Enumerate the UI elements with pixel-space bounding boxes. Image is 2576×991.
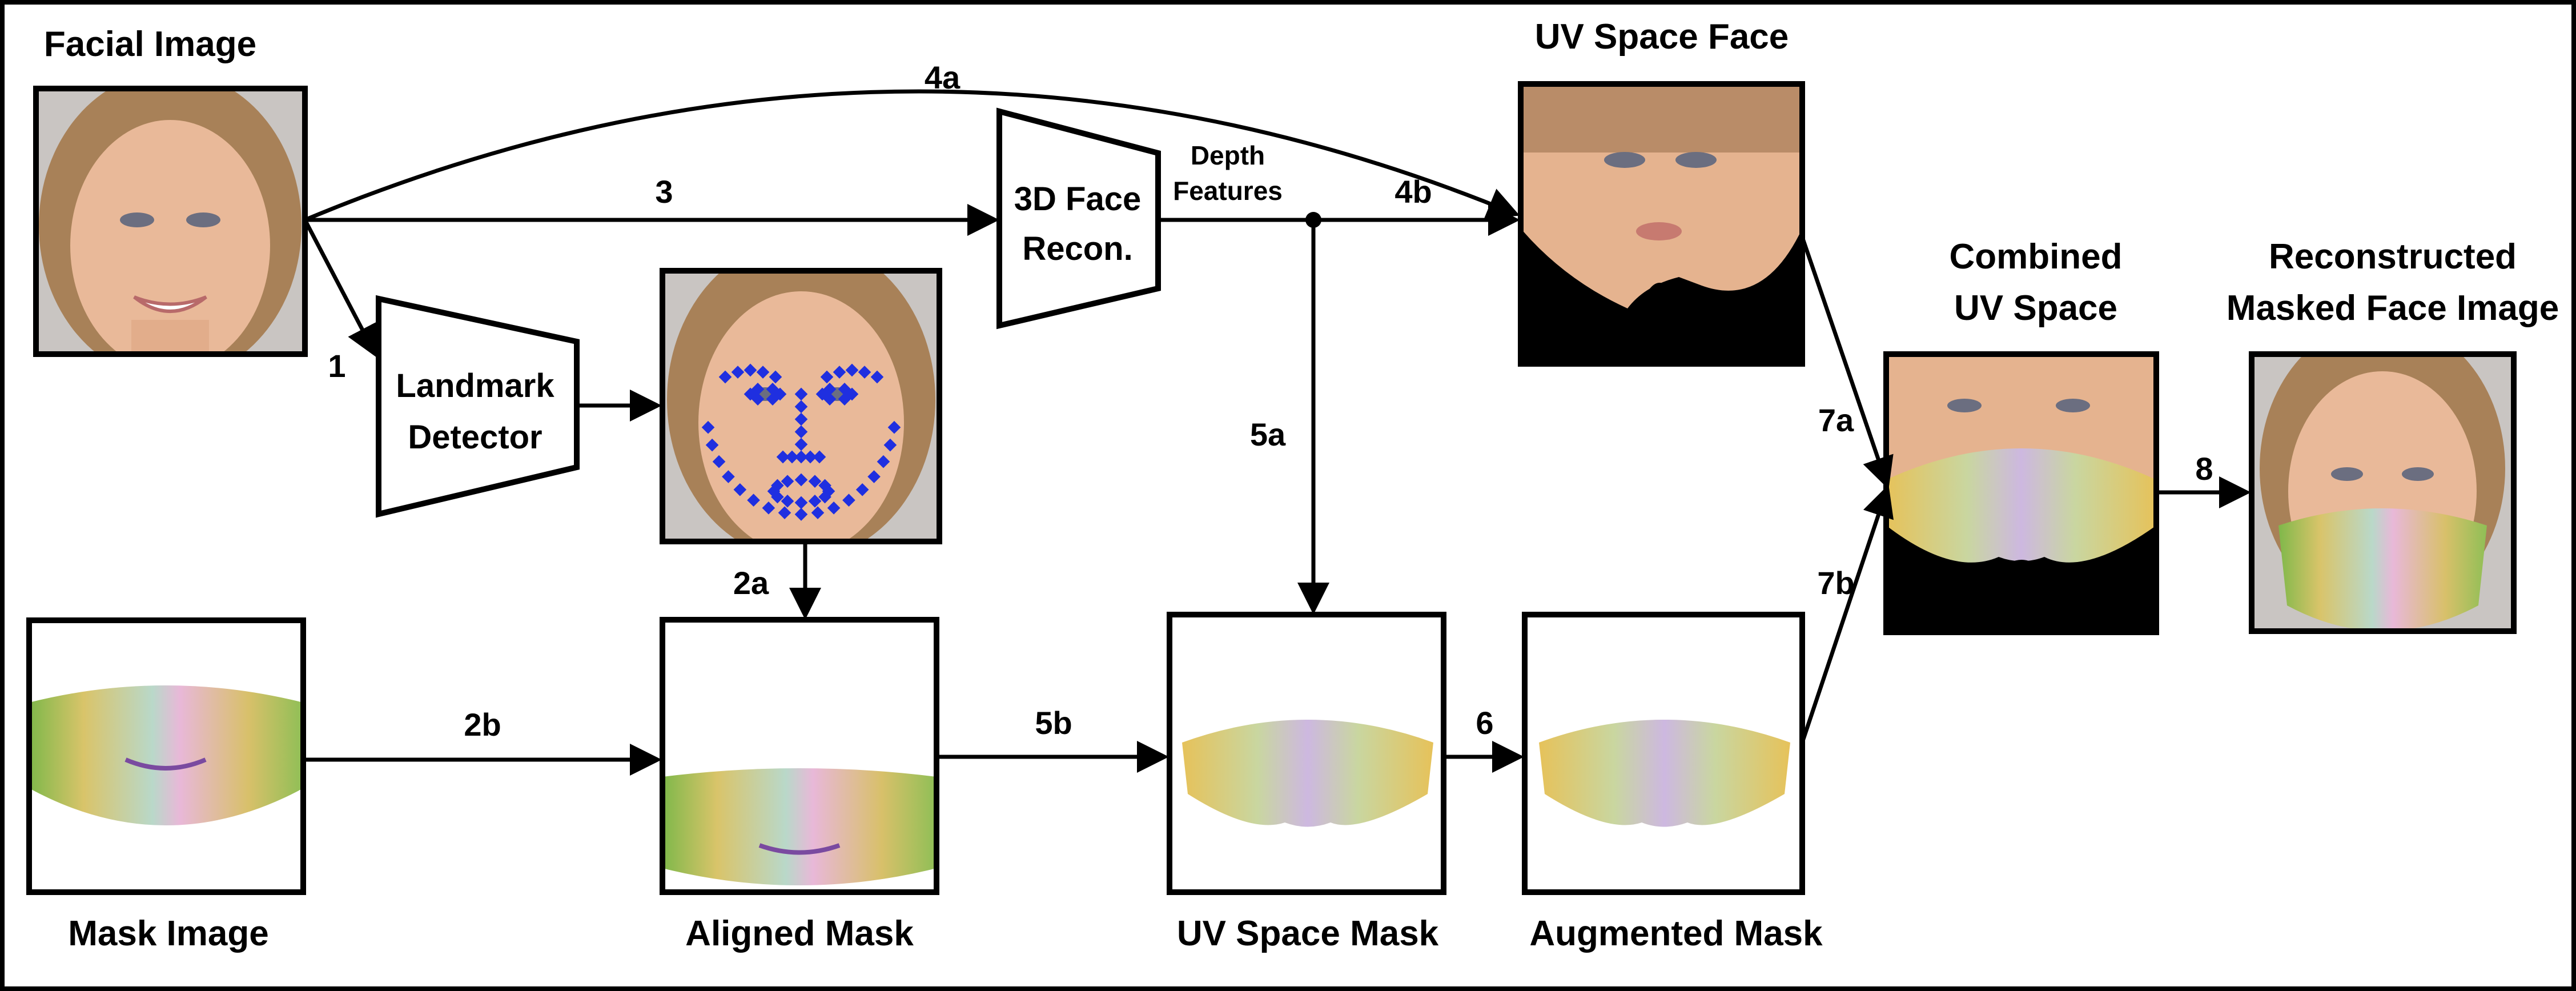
- depth-branch-dot: [1305, 212, 1321, 228]
- step-7a-label: 7a: [1818, 402, 1854, 438]
- reconstructed-face-panel: [2252, 320, 2514, 631]
- facial-image-panel: [36, 71, 305, 380]
- step-8-label: 8: [2195, 451, 2213, 487]
- mask-image-panel: [29, 620, 303, 892]
- arrow-step-1: [305, 220, 375, 354]
- landmark-detector-module: [379, 299, 577, 514]
- landmark-image-panel: [662, 240, 939, 560]
- aligned-mask-label: Aligned Mask: [685, 914, 914, 953]
- arrow-step-4a: [305, 91, 1516, 220]
- reconstructed-label-1: Reconstructed: [2269, 237, 2517, 276]
- step-4b-label: 4b: [1395, 174, 1432, 210]
- step-2a-label: 2a: [733, 565, 769, 601]
- augmented-mask-panel: [1525, 615, 1802, 892]
- step-1-label: 1: [328, 348, 345, 384]
- step-5b-label: 5b: [1035, 705, 1072, 741]
- depth-features-label-1: Depth: [1191, 141, 1265, 170]
- landmark-detector-label-2: Detector: [408, 419, 542, 456]
- aligned-mask-panel: [662, 620, 937, 892]
- step-4a-label: 4a: [925, 59, 961, 95]
- reconstructed-label-2: Masked Face Image: [2227, 288, 2559, 328]
- combined-uv-space-panel: [1886, 354, 2156, 632]
- face-recon-label-1: 3D Face: [1014, 180, 1141, 218]
- uv-space-face-panel: [1521, 84, 1802, 364]
- arrow-step-7a: [1802, 237, 1887, 486]
- uv-space-face-label: UV Space Face: [1535, 17, 1789, 57]
- arrow-step-7b: [1802, 488, 1887, 743]
- face-recon-module: [999, 111, 1158, 326]
- step-2b-label: 2b: [464, 707, 501, 743]
- mask-image-label: Mask Image: [68, 914, 269, 953]
- step-3-label: 3: [655, 174, 673, 210]
- combined-uv-space-label-2: UV Space: [1954, 288, 2117, 328]
- uv-space-mask-panel: [1170, 615, 1444, 892]
- augmented-mask-label: Augmented Mask: [1529, 914, 1823, 953]
- step-6-label: 6: [1476, 705, 1493, 741]
- depth-features-label-2: Features: [1173, 176, 1283, 206]
- uv-space-mask-label: UV Space Mask: [1177, 914, 1439, 953]
- combined-uv-space-label-1: Combined: [1949, 237, 2122, 276]
- landmark-detector-label-1: Landmark: [396, 367, 554, 404]
- facial-image-label: Facial Image: [44, 25, 256, 64]
- face-recon-label-2: Recon.: [1022, 230, 1132, 267]
- step-7b-label: 7b: [1817, 565, 1854, 601]
- step-5a-label: 5a: [1250, 416, 1286, 452]
